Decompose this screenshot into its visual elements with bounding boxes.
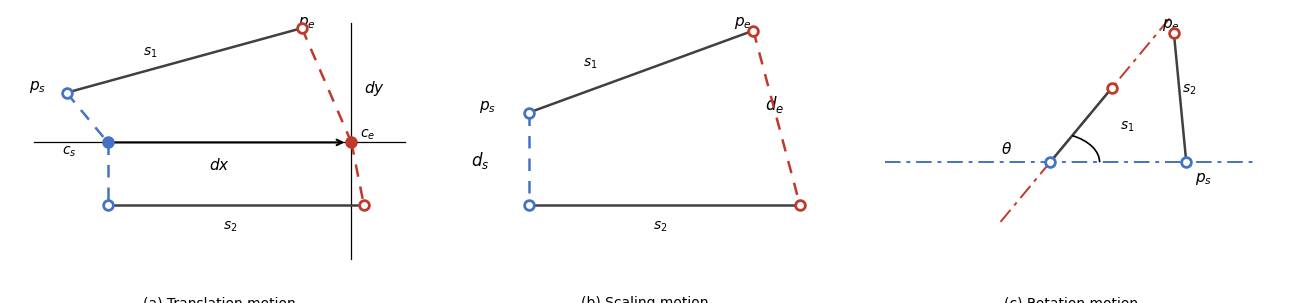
Text: $p_e$: $p_e$ <box>298 15 316 31</box>
Text: (b) Scaling motion: (b) Scaling motion <box>582 296 708 303</box>
Text: $p_e$: $p_e$ <box>1161 17 1179 33</box>
Text: $c_e$: $c_e$ <box>360 128 375 142</box>
Text: $d_s$: $d_s$ <box>471 150 489 171</box>
Text: (a) Translation motion: (a) Translation motion <box>143 296 295 303</box>
Text: (c) Rotation motion: (c) Rotation motion <box>1004 296 1138 303</box>
Text: $p_e$: $p_e$ <box>734 15 752 31</box>
Text: $s_2$: $s_2$ <box>223 219 237 234</box>
Text: $p_s$: $p_s$ <box>479 99 495 115</box>
Text: $dx$: $dx$ <box>209 157 230 173</box>
Text: $p_s$: $p_s$ <box>30 79 46 95</box>
Text: $\theta$: $\theta$ <box>1001 141 1011 157</box>
Text: $p_s$: $p_s$ <box>1195 171 1211 187</box>
Text: $s_2$: $s_2$ <box>653 219 667 234</box>
Text: $d_e$: $d_e$ <box>765 94 784 115</box>
Text: $s_1$: $s_1$ <box>583 57 597 71</box>
Text: $s_2$: $s_2$ <box>1182 83 1197 97</box>
Text: $c_s$: $c_s$ <box>62 145 77 159</box>
Text: $dy$: $dy$ <box>364 79 384 98</box>
Text: $s_1$: $s_1$ <box>1120 120 1135 135</box>
Text: $s_1$: $s_1$ <box>143 45 157 60</box>
